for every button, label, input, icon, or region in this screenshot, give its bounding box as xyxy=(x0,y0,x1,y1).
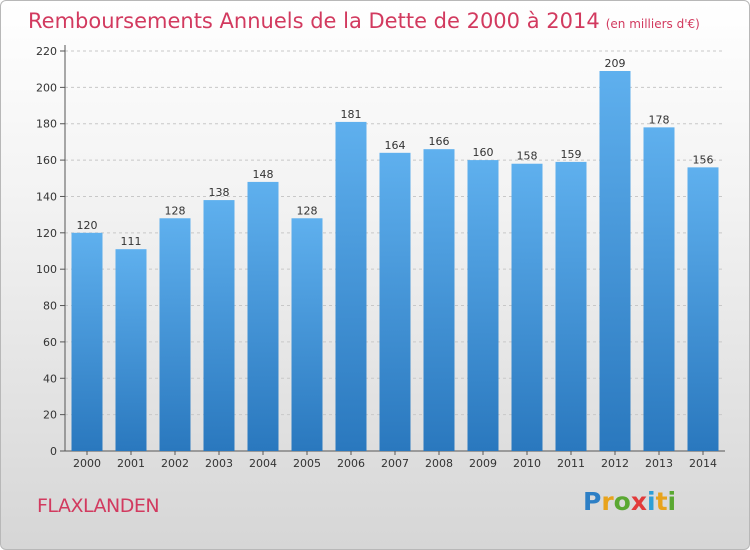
chart-unit-label: (en milliers d'€) xyxy=(605,17,700,31)
x-tick-label-2001: 2001 xyxy=(117,457,145,470)
bar-2006 xyxy=(335,121,367,451)
bar-2013 xyxy=(643,127,675,451)
y-tick-label: 140 xyxy=(36,190,57,203)
bar-2000 xyxy=(71,232,103,451)
x-tick-label-2002: 2002 xyxy=(161,457,189,470)
x-tick-label-2006: 2006 xyxy=(337,457,365,470)
y-tick-label: 160 xyxy=(36,154,57,167)
data-label-2004: 148 xyxy=(253,168,274,181)
data-label-2009: 160 xyxy=(473,146,494,159)
data-label-2013: 178 xyxy=(649,113,670,126)
data-label-2007: 164 xyxy=(385,139,406,152)
data-label-2005: 128 xyxy=(297,204,318,217)
x-tick-label-2010: 2010 xyxy=(513,457,541,470)
x-tick-label-2004: 2004 xyxy=(249,457,277,470)
y-tick-label: 60 xyxy=(43,336,57,349)
bar-2007 xyxy=(379,152,411,451)
commune-name: FLAXLANDEN xyxy=(37,495,160,517)
data-label-2012: 209 xyxy=(605,57,626,70)
bar-2014 xyxy=(687,167,719,451)
y-tick-label: 120 xyxy=(36,227,57,240)
bar-2003 xyxy=(203,200,235,451)
y-tick-label: 80 xyxy=(43,300,57,313)
bar-2005 xyxy=(291,218,323,451)
y-tick-label: 200 xyxy=(36,81,57,94)
y-tick-label: 40 xyxy=(43,372,57,385)
x-tick-label-2000: 2000 xyxy=(73,457,101,470)
x-tick-label-2013: 2013 xyxy=(645,457,673,470)
y-tick-label: 180 xyxy=(36,118,57,131)
bar-2009 xyxy=(467,160,499,451)
bars xyxy=(71,71,719,451)
bar-2012 xyxy=(599,71,631,451)
data-label-2006: 181 xyxy=(341,108,362,121)
y-tick-label: 100 xyxy=(36,263,57,276)
chart-title: Remboursements Annuels de la Dette de 20… xyxy=(28,9,700,33)
data-label-2011: 159 xyxy=(561,148,582,161)
x-tick-label-2014: 2014 xyxy=(689,457,717,470)
x-tick-label-2011: 2011 xyxy=(557,457,585,470)
x-tick-label-2007: 2007 xyxy=(381,457,409,470)
y-tick-label: 220 xyxy=(36,45,57,58)
chart-title-text: Remboursements Annuels de la Dette de 20… xyxy=(28,9,600,33)
x-tick-label-2008: 2008 xyxy=(425,457,453,470)
x-tick-label-2012: 2012 xyxy=(601,457,629,470)
bar-2010 xyxy=(511,163,543,451)
data-label-2000: 120 xyxy=(77,219,98,232)
data-label-2010: 158 xyxy=(517,150,538,163)
data-label-2014: 156 xyxy=(693,153,714,166)
y-tick-label: 20 xyxy=(43,409,57,422)
proxiti-logo: Proxiti xyxy=(583,487,677,516)
y-tick-label: 0 xyxy=(50,445,57,458)
x-tick-label-2005: 2005 xyxy=(293,457,321,470)
x-tick-label-2009: 2009 xyxy=(469,457,497,470)
bar-2002 xyxy=(159,218,191,451)
data-label-2002: 128 xyxy=(165,204,186,217)
data-label-2001: 111 xyxy=(121,235,142,248)
bar-2001 xyxy=(115,249,147,451)
axes: 0 20 40 60 80 100 120 140 160 180 200 220 2000 2001 20… xyxy=(36,45,725,470)
data-label-2003: 138 xyxy=(209,186,230,199)
data-label-2008: 166 xyxy=(429,135,450,148)
x-tick-label-2003: 2003 xyxy=(205,457,233,470)
data-labels: 120 111 128 138 148 128 181 164 166 160 158 159 209 1… xyxy=(77,57,714,248)
bar-2011 xyxy=(555,161,587,451)
bar-2008 xyxy=(423,149,455,451)
bar-2004 xyxy=(247,181,279,451)
